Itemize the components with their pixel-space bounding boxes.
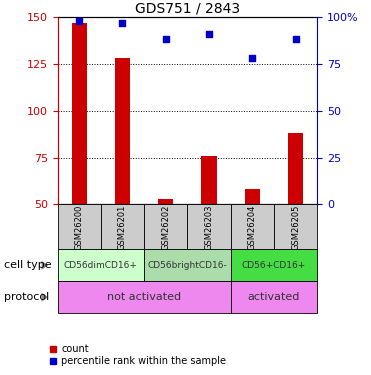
Bar	[201, 156, 217, 204]
Bar	[144, 249, 231, 281]
Point	[76, 18, 82, 24]
Text: CD56dimCD16+: CD56dimCD16+	[64, 261, 138, 270]
Bar	[144, 204, 187, 249]
Bar	[101, 204, 144, 249]
Legend: count, percentile rank within the sample: count, percentile rank within the sample	[49, 345, 226, 366]
Text: cell type: cell type	[4, 260, 51, 270]
Bar	[187, 204, 231, 249]
Bar	[115, 58, 130, 204]
Text: GSM26200: GSM26200	[75, 204, 83, 250]
Bar	[245, 189, 260, 204]
Bar	[158, 199, 173, 204]
Text: GSM26202: GSM26202	[161, 204, 170, 250]
Title: GDS751 / 2843: GDS751 / 2843	[135, 2, 240, 16]
Text: GSM26204: GSM26204	[248, 204, 257, 250]
Bar	[58, 204, 101, 249]
Text: GSM26205: GSM26205	[291, 204, 300, 250]
Bar	[72, 22, 87, 204]
Bar	[58, 249, 144, 281]
Bar	[288, 133, 303, 204]
Text: GSM26203: GSM26203	[204, 204, 213, 250]
Text: protocol: protocol	[4, 292, 49, 302]
Bar	[231, 249, 317, 281]
Text: not activated: not activated	[107, 292, 181, 302]
Point	[206, 31, 212, 37]
Point	[293, 36, 299, 42]
Text: CD56brightCD16-: CD56brightCD16-	[148, 261, 227, 270]
Text: CD56+CD16+: CD56+CD16+	[242, 261, 306, 270]
Text: activated: activated	[248, 292, 300, 302]
Point	[249, 55, 255, 61]
Point	[163, 36, 169, 42]
Point	[119, 20, 125, 26]
Bar	[58, 281, 231, 313]
Text: GSM26201: GSM26201	[118, 204, 127, 250]
Bar	[274, 204, 317, 249]
Bar	[231, 204, 274, 249]
Bar	[231, 281, 317, 313]
